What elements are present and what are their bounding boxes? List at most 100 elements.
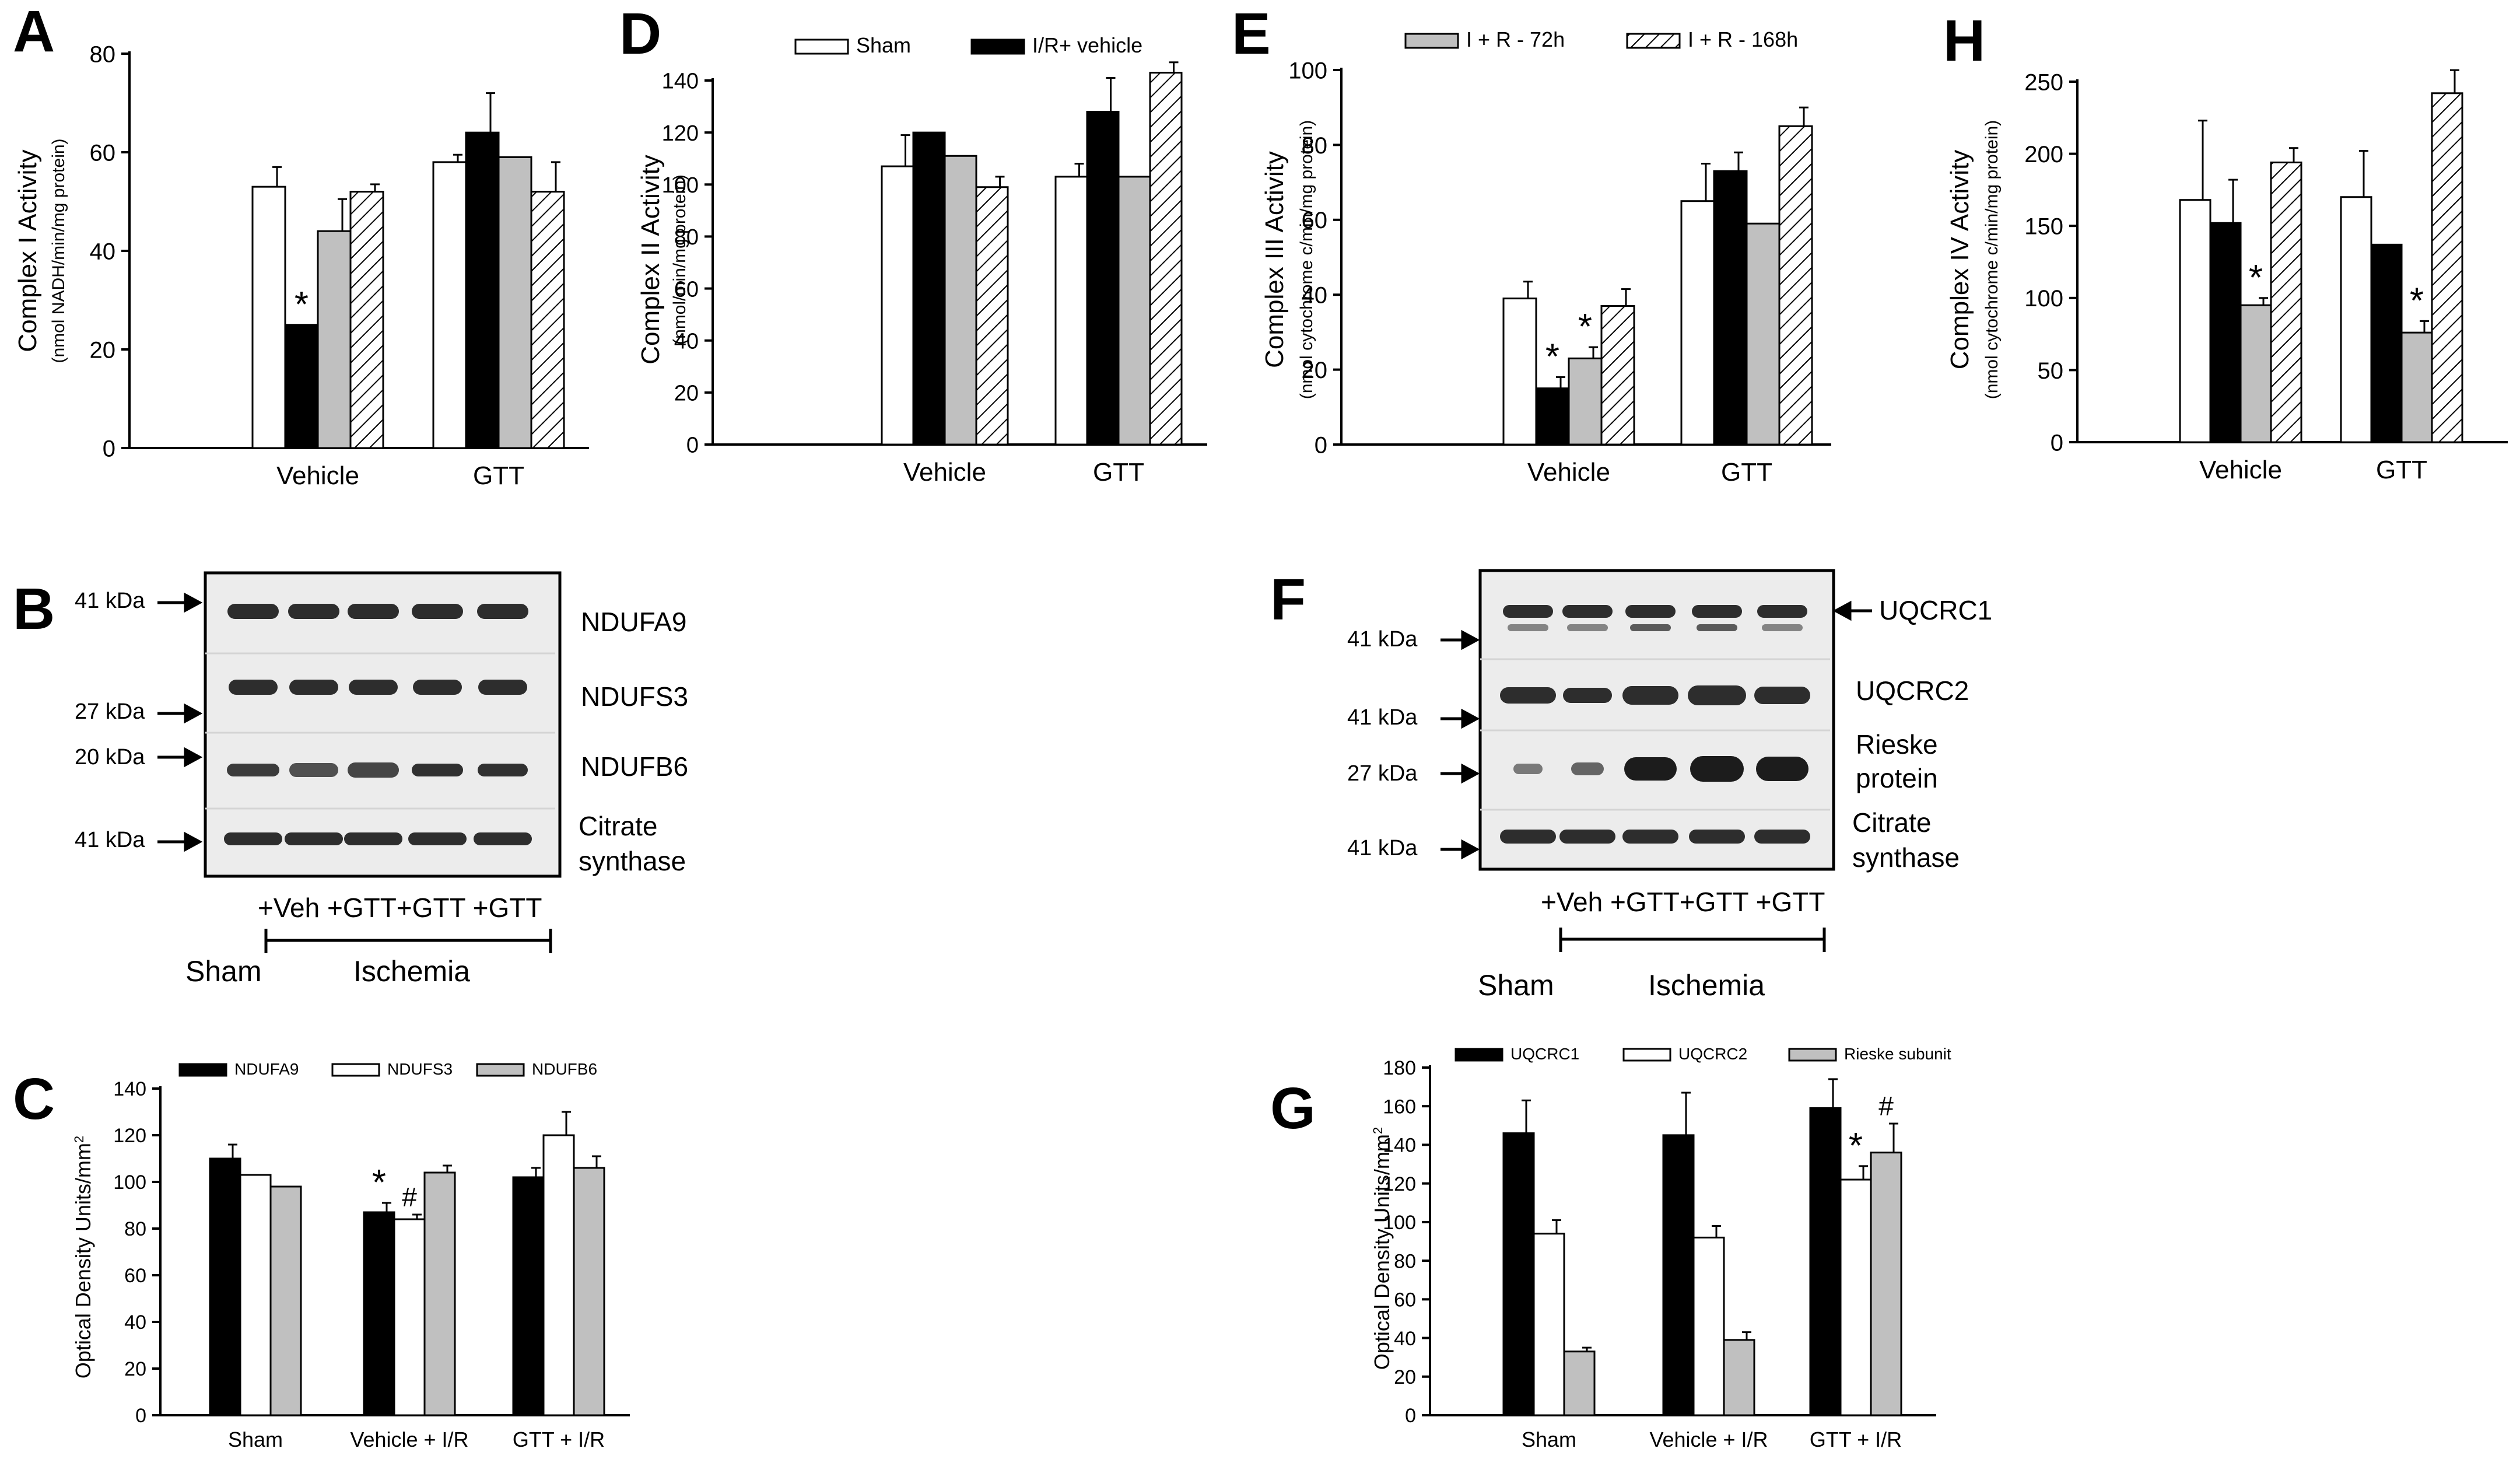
chart-complex-iii-density: 0 20 40 60 80 100 120 140 160 180 Optical Density …: [1370, 1045, 1951, 1451]
bar-rieske-subunit: [1723, 1339, 1755, 1416]
marker-label: 27 kDa: [1347, 761, 1418, 786]
blot-band: [1508, 624, 1548, 631]
legend-swatch: [970, 39, 1025, 55]
blot-panel-b: 41 kDa 27 kDa 20 kDa 41 kDa NDUFA9 NDUFS…: [75, 571, 688, 988]
band-label: synthase: [1852, 842, 1960, 873]
bar-i-r-168h: [530, 191, 565, 449]
y-tick-label: 20: [90, 337, 116, 363]
blot-band: [227, 764, 279, 776]
bar-ndufs3: [239, 1174, 272, 1416]
band-label: Rieske: [1856, 729, 1938, 760]
blot-band: [474, 832, 532, 845]
y-tick-label: 60: [674, 277, 699, 302]
blot-band: [408, 832, 467, 845]
y-axis-unit: (nmol cytochrome c/min/mg protein): [1297, 120, 1316, 399]
y-tick-label: 20: [1302, 358, 1328, 383]
bar-i-r-168h: [1149, 72, 1183, 446]
legend-swatch: [1788, 1048, 1837, 1062]
panel-letter-h: H: [1943, 8, 1985, 74]
bar-i-r-vehicle: [2209, 222, 2242, 443]
blot-band: [229, 680, 278, 695]
y-tick-label: 80: [90, 41, 116, 67]
bar-ndufb6: [573, 1167, 605, 1416]
significance-marker: *: [2249, 258, 2263, 298]
legend-label: Rieske subunit: [1844, 1045, 1951, 1063]
group-bracket: [264, 929, 552, 953]
legend-label: I + R - 168h: [1688, 27, 1798, 51]
group-label-sham: Sham: [1478, 969, 1554, 1002]
y-tick-label: 140: [662, 69, 699, 94]
bar-ndufs3: [542, 1134, 575, 1416]
blot-band: [1500, 687, 1556, 704]
blot-band: [1630, 624, 1671, 631]
y-tick-label: 120: [1383, 1173, 1416, 1195]
marker-label: 20 kDa: [75, 745, 145, 769]
blot-band: [1688, 685, 1746, 705]
y-tick-label: 0: [1405, 1405, 1416, 1427]
bar-sham: [1680, 200, 1715, 446]
marker-label: 41 kDa: [1347, 627, 1418, 652]
bar-sham: [2179, 199, 2211, 443]
bar-i-r-72h: [497, 156, 532, 449]
band-label: NDUFA9: [581, 607, 686, 637]
bar-i-r-168h: [2431, 92, 2463, 443]
bar-i-r-168h: [2270, 161, 2302, 443]
y-tick-label: 180: [1383, 1057, 1416, 1079]
y-axis-label: Complex I Activity: [13, 149, 42, 352]
bar-uqcrc2: [1839, 1178, 1872, 1416]
bar-ndufs3: [393, 1218, 426, 1416]
legend-label: NDUFA9: [234, 1060, 299, 1078]
y-tick-label: 0: [103, 436, 115, 461]
bar-ndufa9: [363, 1211, 395, 1416]
x-category-label: GTT + I/R: [1810, 1427, 1902, 1451]
marker-label: 41 kDa: [75, 589, 145, 613]
legend-swatch: [476, 1063, 525, 1077]
y-tick-label: 80: [1394, 1250, 1416, 1272]
legend-swatch: [1454, 1048, 1503, 1062]
legend-swatch: [178, 1063, 227, 1077]
y-tick-label: 100: [113, 1171, 146, 1194]
blot-band: [1562, 605, 1613, 618]
x-category-label: Sham: [1522, 1427, 1576, 1451]
panel-letter-c: C: [13, 1066, 55, 1132]
y-tick-label: 40: [90, 239, 116, 264]
blot-frame: [204, 571, 562, 878]
y-tick-label: 60: [1302, 208, 1328, 233]
y-tick-label: 140: [113, 1078, 146, 1100]
x-category-label: Sham: [228, 1427, 283, 1451]
bar-sham: [251, 186, 286, 449]
bar-sham: [1054, 176, 1088, 446]
band-label: protein: [1856, 763, 1938, 793]
blot-band: [227, 604, 279, 619]
x-category-label: GTT: [1721, 458, 1772, 487]
x-category-label: Vehicle: [903, 458, 986, 487]
y-axis-label: Optical Density Units/mm2: [1370, 1127, 1394, 1370]
significance-marker: *: [372, 1163, 386, 1203]
legend-label: UQCRC2: [1678, 1045, 1747, 1063]
y-axis-label-superscript: 2: [1371, 1127, 1385, 1134]
x-category-label: GTT: [2376, 456, 2427, 484]
bar-i-r-vehicle: [912, 131, 946, 446]
panel-letter-g: G: [1270, 1076, 1316, 1141]
significance-marker: #: [1878, 1091, 1894, 1121]
group-label-sham: Sham: [185, 955, 262, 988]
marker-label: 41 kDa: [1347, 705, 1418, 730]
blot-band: [1622, 830, 1678, 844]
legend-label: NDUFB6: [532, 1060, 597, 1078]
bar-i-r-vehicle: [1086, 110, 1120, 446]
significance-marker: *: [295, 285, 309, 325]
panel-letter-d: D: [619, 1, 661, 67]
bar-sham: [432, 161, 467, 449]
band-label: Citrate: [579, 811, 657, 841]
blot-band: [412, 604, 463, 619]
y-tick-label: 50: [2038, 358, 2064, 384]
chart-complex-i: 0 20 40 60 80 Complex I Activity (nmol NADH/mi…: [13, 41, 589, 490]
legend-swatch: [1626, 33, 1681, 49]
blot-band: [1697, 624, 1737, 631]
x-category-label: GTT: [473, 461, 524, 490]
legend-label: I + R - 72h: [1466, 27, 1565, 51]
bar-i-r-vehicle: [1535, 387, 1570, 446]
group-bracket: [1559, 928, 1826, 952]
legend-swatch: [794, 39, 849, 55]
